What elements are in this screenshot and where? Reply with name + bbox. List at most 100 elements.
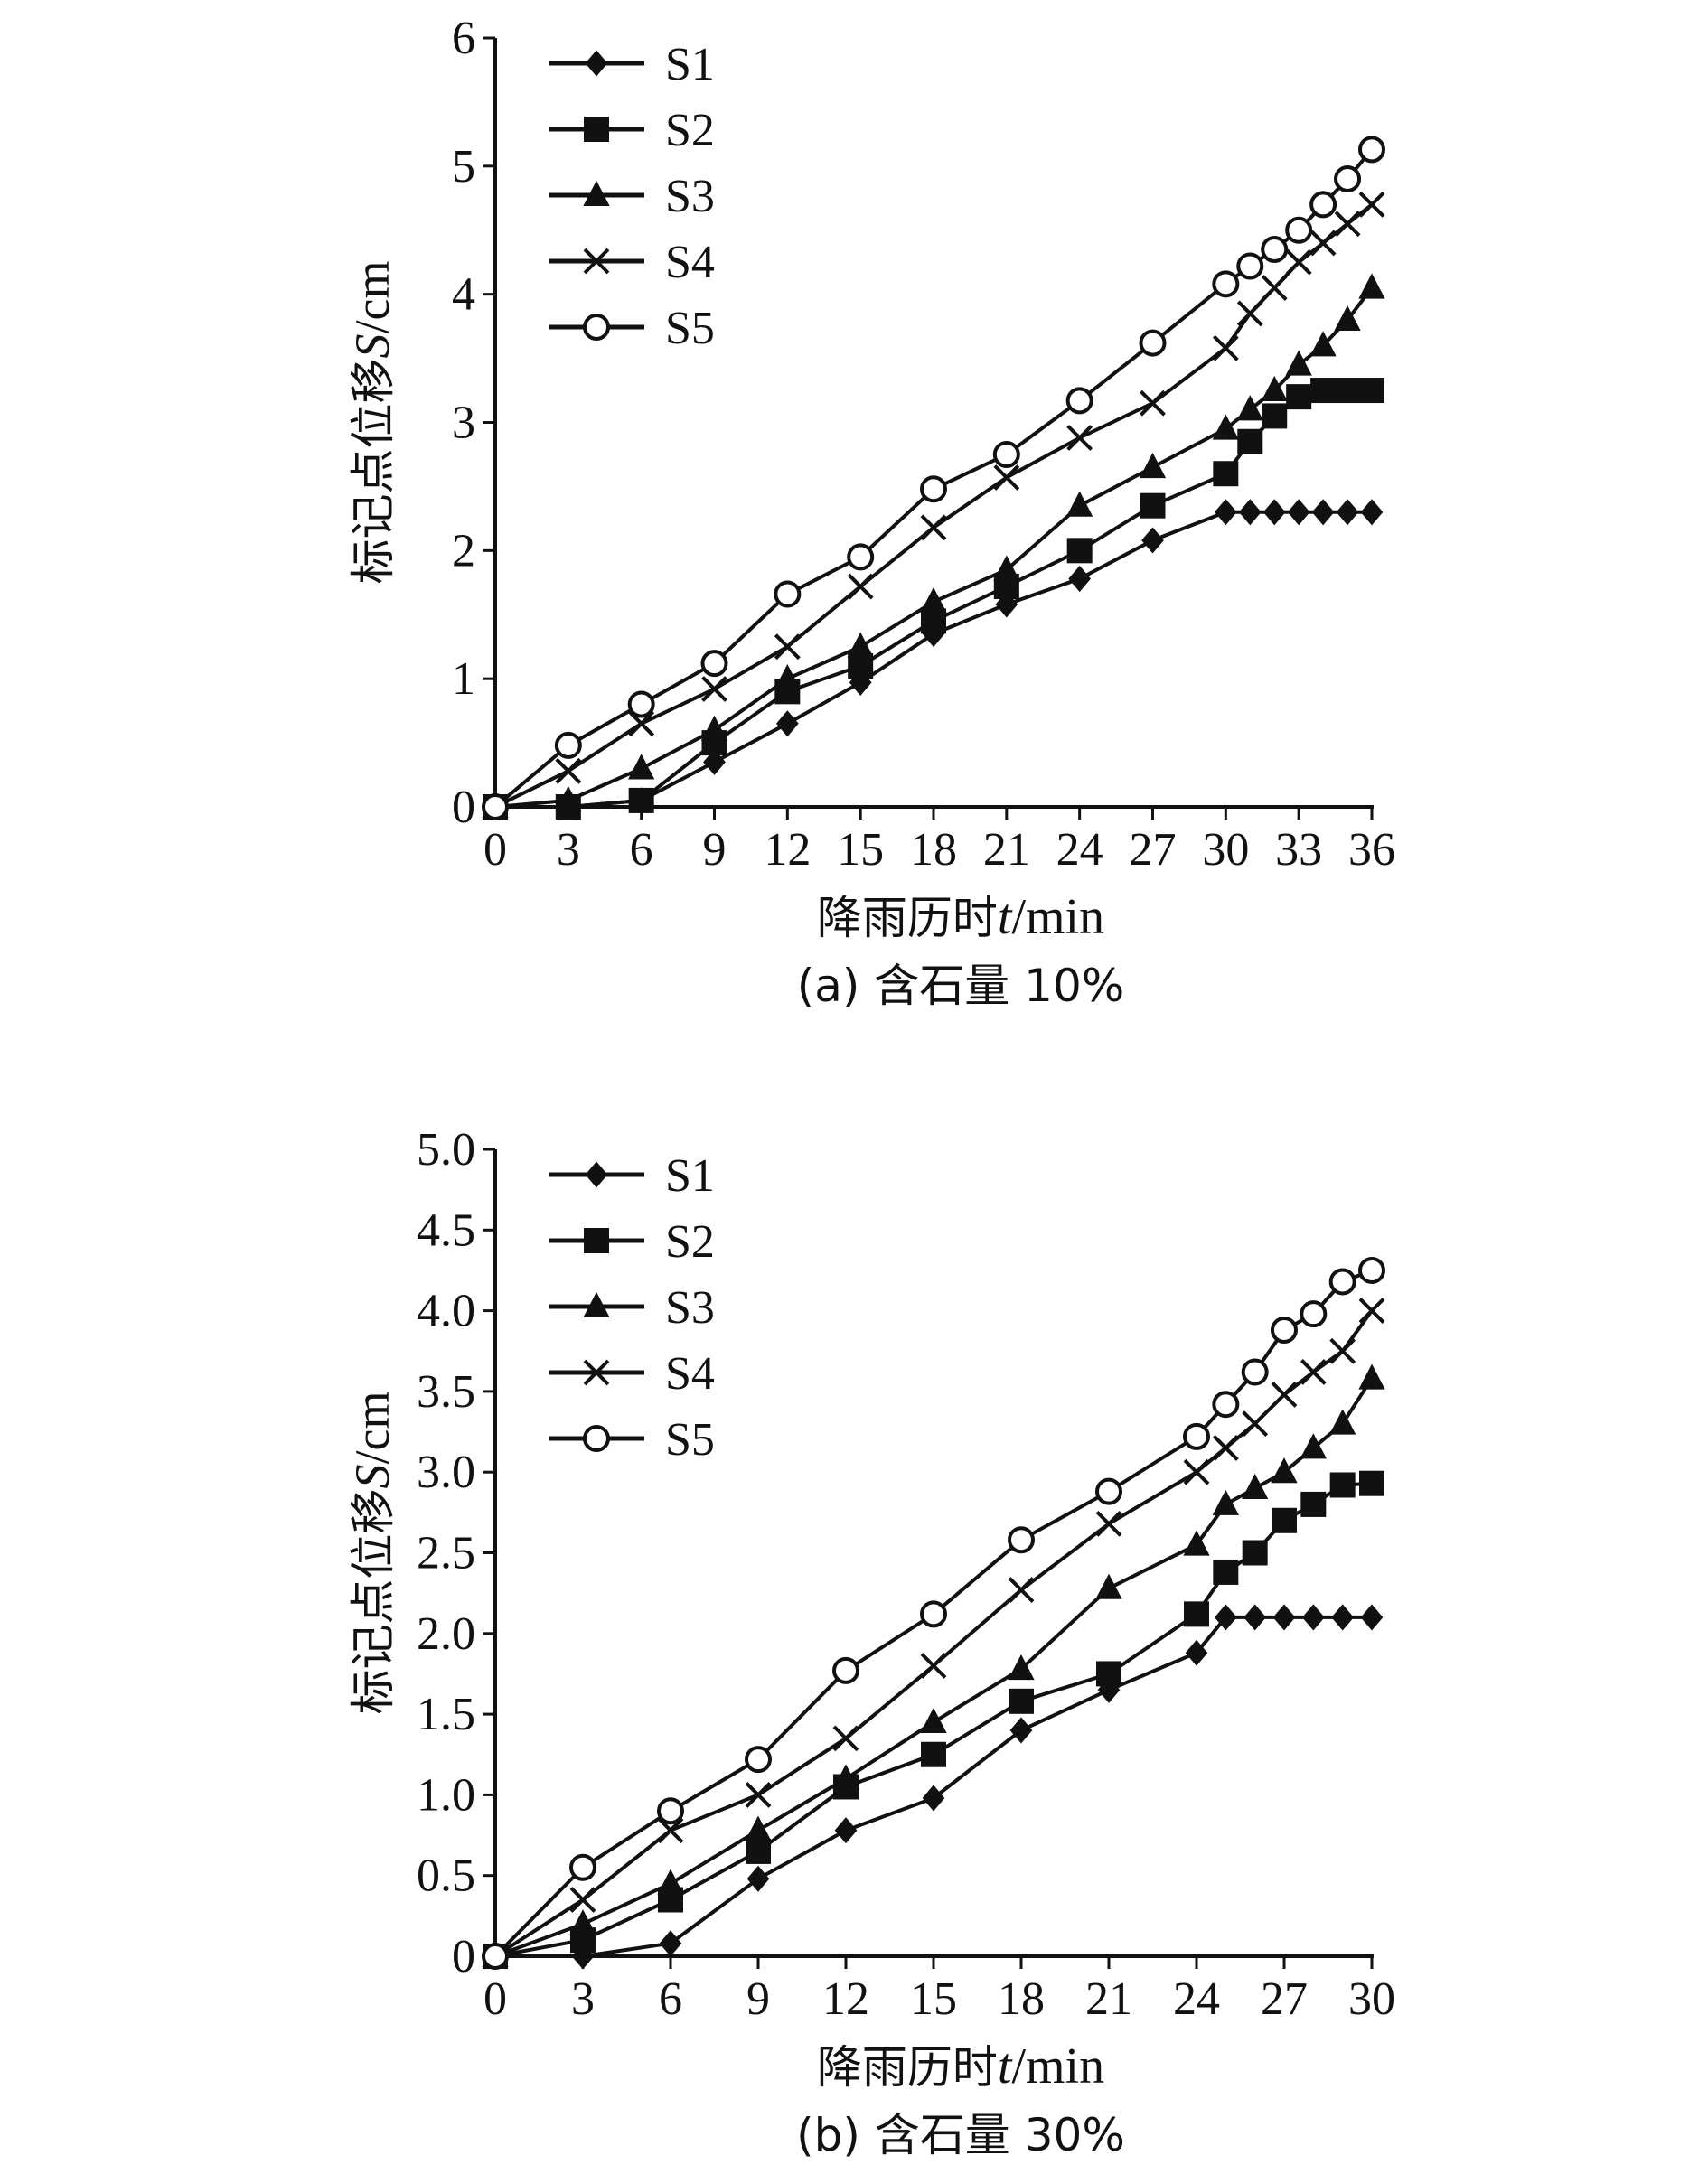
x-axis-label-variable: t (998, 2038, 1013, 2094)
series-s4-point-stroke-2 (1066, 425, 1093, 451)
series-s4-point-stroke-2 (993, 464, 1020, 491)
y-axis-label-unit: /cm (345, 1392, 399, 1465)
y-tick-label: 4.0 (417, 1286, 475, 1337)
series-s4-point (745, 1781, 772, 1808)
y-tick-label: 1 (452, 653, 475, 705)
series-s4-point-stroke-2 (1300, 1359, 1327, 1385)
y-tick-label: 2.0 (417, 1608, 475, 1660)
series-s5-point (1236, 252, 1264, 280)
series-s1-point (659, 1930, 682, 1957)
series-s3-point (920, 1707, 947, 1734)
series-s1-point (703, 748, 726, 775)
x-tick-label: 0 (483, 1973, 507, 2025)
legend-label: S4 (665, 237, 715, 288)
series-s4-point (920, 1653, 947, 1679)
legend-marker (583, 1425, 610, 1452)
legend-marker (583, 1359, 610, 1386)
series-s2-point (1213, 1559, 1239, 1585)
series-s4-point (1140, 389, 1166, 417)
series-s5-point (992, 440, 1020, 468)
series-s2-point (1096, 1661, 1121, 1687)
x-tick-label: 0 (483, 824, 507, 876)
series-s1-point (1311, 499, 1335, 526)
series-s2-point (1286, 384, 1312, 410)
series-s5-point (482, 1943, 509, 1970)
legend-item-s5: S5 (549, 303, 715, 354)
series-s1-point (1068, 565, 1092, 593)
series-s1-point (1301, 1604, 1325, 1631)
y-tick-label: 0 (452, 1931, 475, 1982)
series-s4-point-stroke-2 (1329, 1337, 1356, 1364)
series-s4-point-stroke-2 (701, 676, 727, 702)
x-axis-label: 降雨历时t/min (817, 889, 1104, 945)
legend-label: S5 (665, 1414, 715, 1466)
series-s1 (483, 1604, 1384, 1970)
x-tick-label: 15 (910, 1973, 957, 2025)
x-tick-label: 6 (659, 1973, 682, 2025)
series-s5-point (832, 1656, 859, 1684)
legend-marker (583, 314, 610, 341)
y-tick-label: 1.5 (417, 1689, 475, 1740)
series-s4-point (1285, 248, 1312, 276)
series-s4-point (1095, 1510, 1122, 1537)
series-s1-point (1141, 527, 1164, 554)
series-s3-point (1139, 452, 1167, 479)
series-s4-point (1329, 1337, 1356, 1364)
series-s3-point (1300, 1433, 1327, 1459)
x-tick-label: 3 (571, 1973, 595, 2025)
x-tick-label: 18 (910, 824, 957, 876)
legend-item-s3: S3 (549, 171, 715, 222)
series-s5-point (569, 1853, 596, 1881)
series-s5-point (1008, 1526, 1035, 1554)
series-s2-point (1310, 378, 1337, 404)
series-s4-point-stroke-2 (1212, 334, 1239, 361)
series-s1-point (1243, 1604, 1267, 1631)
series-s3-point (657, 1869, 684, 1895)
series-s5-point (774, 580, 802, 608)
x-tick-label: 9 (746, 1973, 770, 2025)
x-tick-label: 15 (837, 824, 884, 876)
series-s4-point (1008, 1577, 1035, 1603)
series-s2-point (848, 652, 874, 679)
legend-item-s1: S1 (549, 39, 715, 90)
series-s4-point-stroke-2 (555, 757, 582, 784)
series-s1-point (775, 710, 799, 737)
y-axis-label-text: 标记点位移 (347, 358, 399, 584)
series-s4-point (569, 1887, 596, 1913)
legend-label: S5 (665, 303, 715, 354)
series-s3 (482, 1363, 1385, 1967)
series-s4-point-stroke-2 (628, 710, 655, 737)
y-axis-label: 标记点位移S/cm (345, 1392, 399, 1715)
series-s4-point-stroke-2 (1242, 1410, 1269, 1438)
series-s3-point (1008, 1654, 1035, 1681)
y-tick-label: 4.5 (417, 1204, 475, 1256)
series-s4-point (1261, 275, 1288, 301)
x-tick-label: 30 (1348, 1973, 1395, 2025)
series-s4-point-stroke-2 (569, 1887, 596, 1913)
legend-marker (585, 50, 608, 77)
x-tick-label: 24 (1173, 1973, 1220, 2025)
series-s1-point (1287, 499, 1310, 526)
series-s2-point (1213, 461, 1239, 487)
series-s3-point (920, 586, 947, 614)
legend-label: S2 (665, 1216, 715, 1268)
legend-marker-stroke-2 (583, 1359, 610, 1386)
series-s4-point-stroke-2 (920, 514, 947, 541)
series-s2-point (1272, 1507, 1297, 1533)
series-s4-point-stroke-2 (1334, 211, 1361, 238)
series-s2-point (1140, 492, 1166, 519)
series-s1-point (1331, 1604, 1355, 1631)
legend-marker (584, 1228, 609, 1253)
series-s1-point (1336, 499, 1359, 526)
series-s4-point (1358, 1298, 1385, 1325)
series-s4-point (1066, 425, 1093, 451)
series-s4-point (657, 1817, 684, 1844)
legend-item-s4: S4 (549, 237, 715, 288)
series-s3-point (774, 663, 801, 690)
series-s5 (482, 1256, 1385, 1970)
series-s3-point (1334, 305, 1361, 332)
x-tick-label: 12 (822, 1973, 869, 2025)
y-axis-label-unit: /cm (345, 261, 399, 334)
series-s3-point (1285, 350, 1312, 376)
legend-item-s3: S3 (549, 1282, 715, 1334)
